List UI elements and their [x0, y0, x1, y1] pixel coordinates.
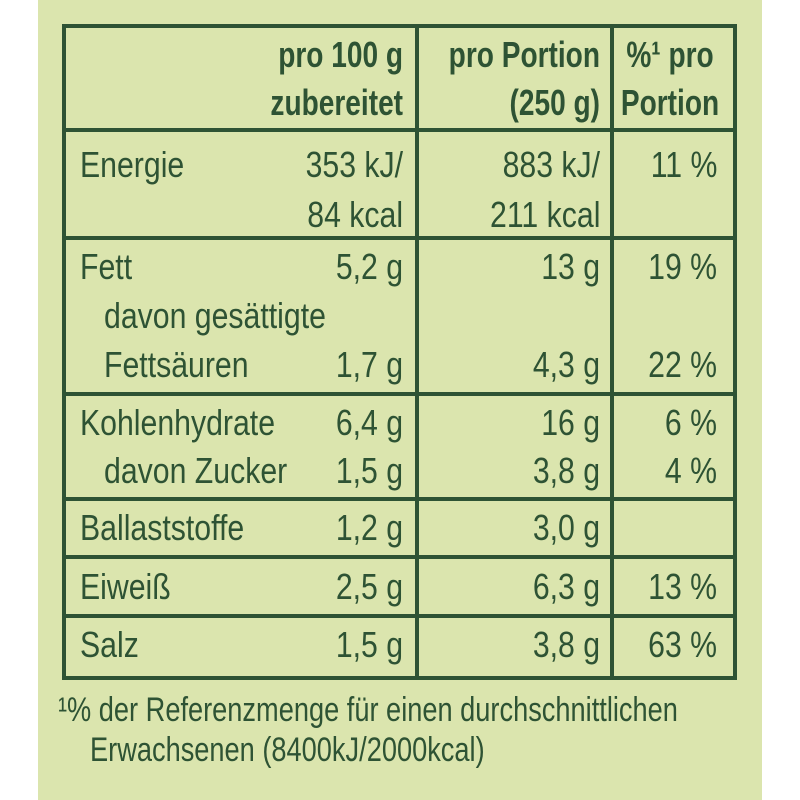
row-label: Salz [80, 624, 139, 665]
row-label: Kohlenhydrate [80, 402, 276, 443]
table-row-ballaststoffe: Ballaststoffe 1,2 g 3,0 g [66, 501, 733, 559]
cell-salz-portion: 3,8 g [419, 618, 614, 676]
cell-ballaststoffe-percent [614, 501, 733, 555]
table-row-eiweiss: Eiweiß 2,5 g 6,3 g 13 % [66, 559, 733, 618]
value-per-100g: 1,5 g [335, 450, 403, 491]
value-per-portion: 16 g [541, 402, 600, 443]
cell-fett-label-per100: Fett 5,2 g davon gesättigte Fettsäuren 1… [66, 240, 419, 392]
header-cell-percent: %¹ pro Portion [614, 28, 733, 128]
value-per-100g: 84 kcal [307, 194, 403, 235]
cell-eiweiss-percent: 13 % [614, 559, 733, 614]
value-percent: 19 % [648, 245, 717, 287]
header-per-portion-line2: (250 g) [509, 82, 600, 123]
nutrition-table: pro 100 g zubereitet pro Portion (250 g)… [62, 24, 737, 680]
cell-eiweiss-label-per100: Eiweiß 2,5 g [66, 559, 419, 614]
label-background [38, 0, 762, 800]
cell-eiweiss-portion: 6,3 g [419, 559, 614, 614]
cell-salz-label-per100: Salz 1,5 g [66, 618, 419, 676]
cell-kohlenhydrate-label-per100: Kohlenhydrate 6,4 g davon Zucker 1,5 g [66, 396, 419, 497]
value-percent: 13 % [648, 565, 717, 607]
cell-energie-portion: 883 kJ/ 211 kcal [419, 132, 614, 240]
cell-energie-label-per100: Energie 353 kJ/ 84 kcal [66, 132, 419, 240]
header-percent-line1: %¹ pro [625, 34, 714, 75]
value-per-portion: 3,8 g [532, 450, 600, 491]
table-row-salz: Salz 1,5 g 3,8 g 63 % [66, 618, 733, 676]
header-per-100g-line2: zubereitet [270, 82, 403, 123]
cell-fett-percent: 19 % 22 % [614, 240, 733, 392]
table-header-row: pro 100 g zubereitet pro Portion (250 g)… [66, 28, 733, 132]
table-row-energie: Energie 353 kJ/ 84 kcal 883 kJ/ 211 kcal… [66, 132, 733, 240]
footnote-line2: Erwachsenen (8400kJ/2000kcal) [90, 730, 485, 769]
reference-footnote: ¹% der Referenzmenge für einen durchschn… [58, 690, 752, 770]
value-percent: 4 % [664, 450, 717, 491]
value-percent: 6 % [664, 402, 717, 443]
row-label: Ballaststoffe [80, 507, 245, 548]
cell-salz-percent: 63 % [614, 618, 733, 676]
cell-kohlenhydrate-percent: 6 % 4 % [614, 396, 733, 497]
header-cell-per-100g: pro 100 g zubereitet [66, 28, 419, 128]
value-per-portion: 883 kJ/ [502, 144, 600, 185]
row-label: Eiweiß [80, 565, 171, 607]
value-per-portion: 6,3 g [532, 565, 600, 607]
cell-energie-percent: 11 % [614, 132, 733, 240]
footnote-line1: ¹% der Referenzmenge für einen durchschn… [58, 690, 678, 729]
cell-ballaststoffe-label-per100: Ballaststoffe 1,2 g [66, 501, 419, 555]
value-per-portion: 4,3 g [532, 343, 600, 385]
value-per-100g: 1,2 g [335, 507, 403, 548]
header-percent-line2: Portion [620, 82, 719, 123]
row-sublabel: davon gesättigte [104, 294, 326, 336]
value-percent: 22 % [648, 343, 717, 385]
row-label: Fett [80, 245, 133, 287]
row-label: Energie [80, 144, 185, 185]
value-per-100g: 5,2 g [335, 245, 403, 287]
value-per-portion: 3,8 g [532, 624, 600, 665]
value-per-100g: 6,4 g [335, 402, 403, 443]
cell-kohlenhydrate-portion: 16 g 3,8 g [419, 396, 614, 497]
row-sublabel: davon Zucker [104, 450, 288, 491]
value-per-portion: 3,0 g [532, 507, 600, 548]
table-row-fett: Fett 5,2 g davon gesättigte Fettsäuren 1… [66, 240, 733, 396]
value-percent: 11 % [650, 144, 717, 185]
value-per-100g: 1,5 g [335, 624, 403, 665]
value-percent: 63 % [648, 624, 717, 665]
cell-fett-portion: 13 g 4,3 g [419, 240, 614, 392]
value-per-portion: 211 kcal [489, 194, 600, 235]
table-row-kohlenhydrate: Kohlenhydrate 6,4 g davon Zucker 1,5 g 1… [66, 396, 733, 501]
value-per-portion: 13 g [541, 245, 600, 287]
cell-ballaststoffe-portion: 3,0 g [419, 501, 614, 555]
value-per-100g: 2,5 g [335, 565, 403, 607]
header-per-100g-line1: pro 100 g [278, 34, 403, 75]
header-cell-per-portion: pro Portion (250 g) [419, 28, 614, 128]
value-per-100g: 353 kJ/ [305, 144, 403, 185]
header-per-portion-line1: pro Portion [448, 34, 600, 75]
row-sublabel: Fettsäuren [104, 343, 249, 385]
value-per-100g: 1,7 g [335, 343, 403, 385]
